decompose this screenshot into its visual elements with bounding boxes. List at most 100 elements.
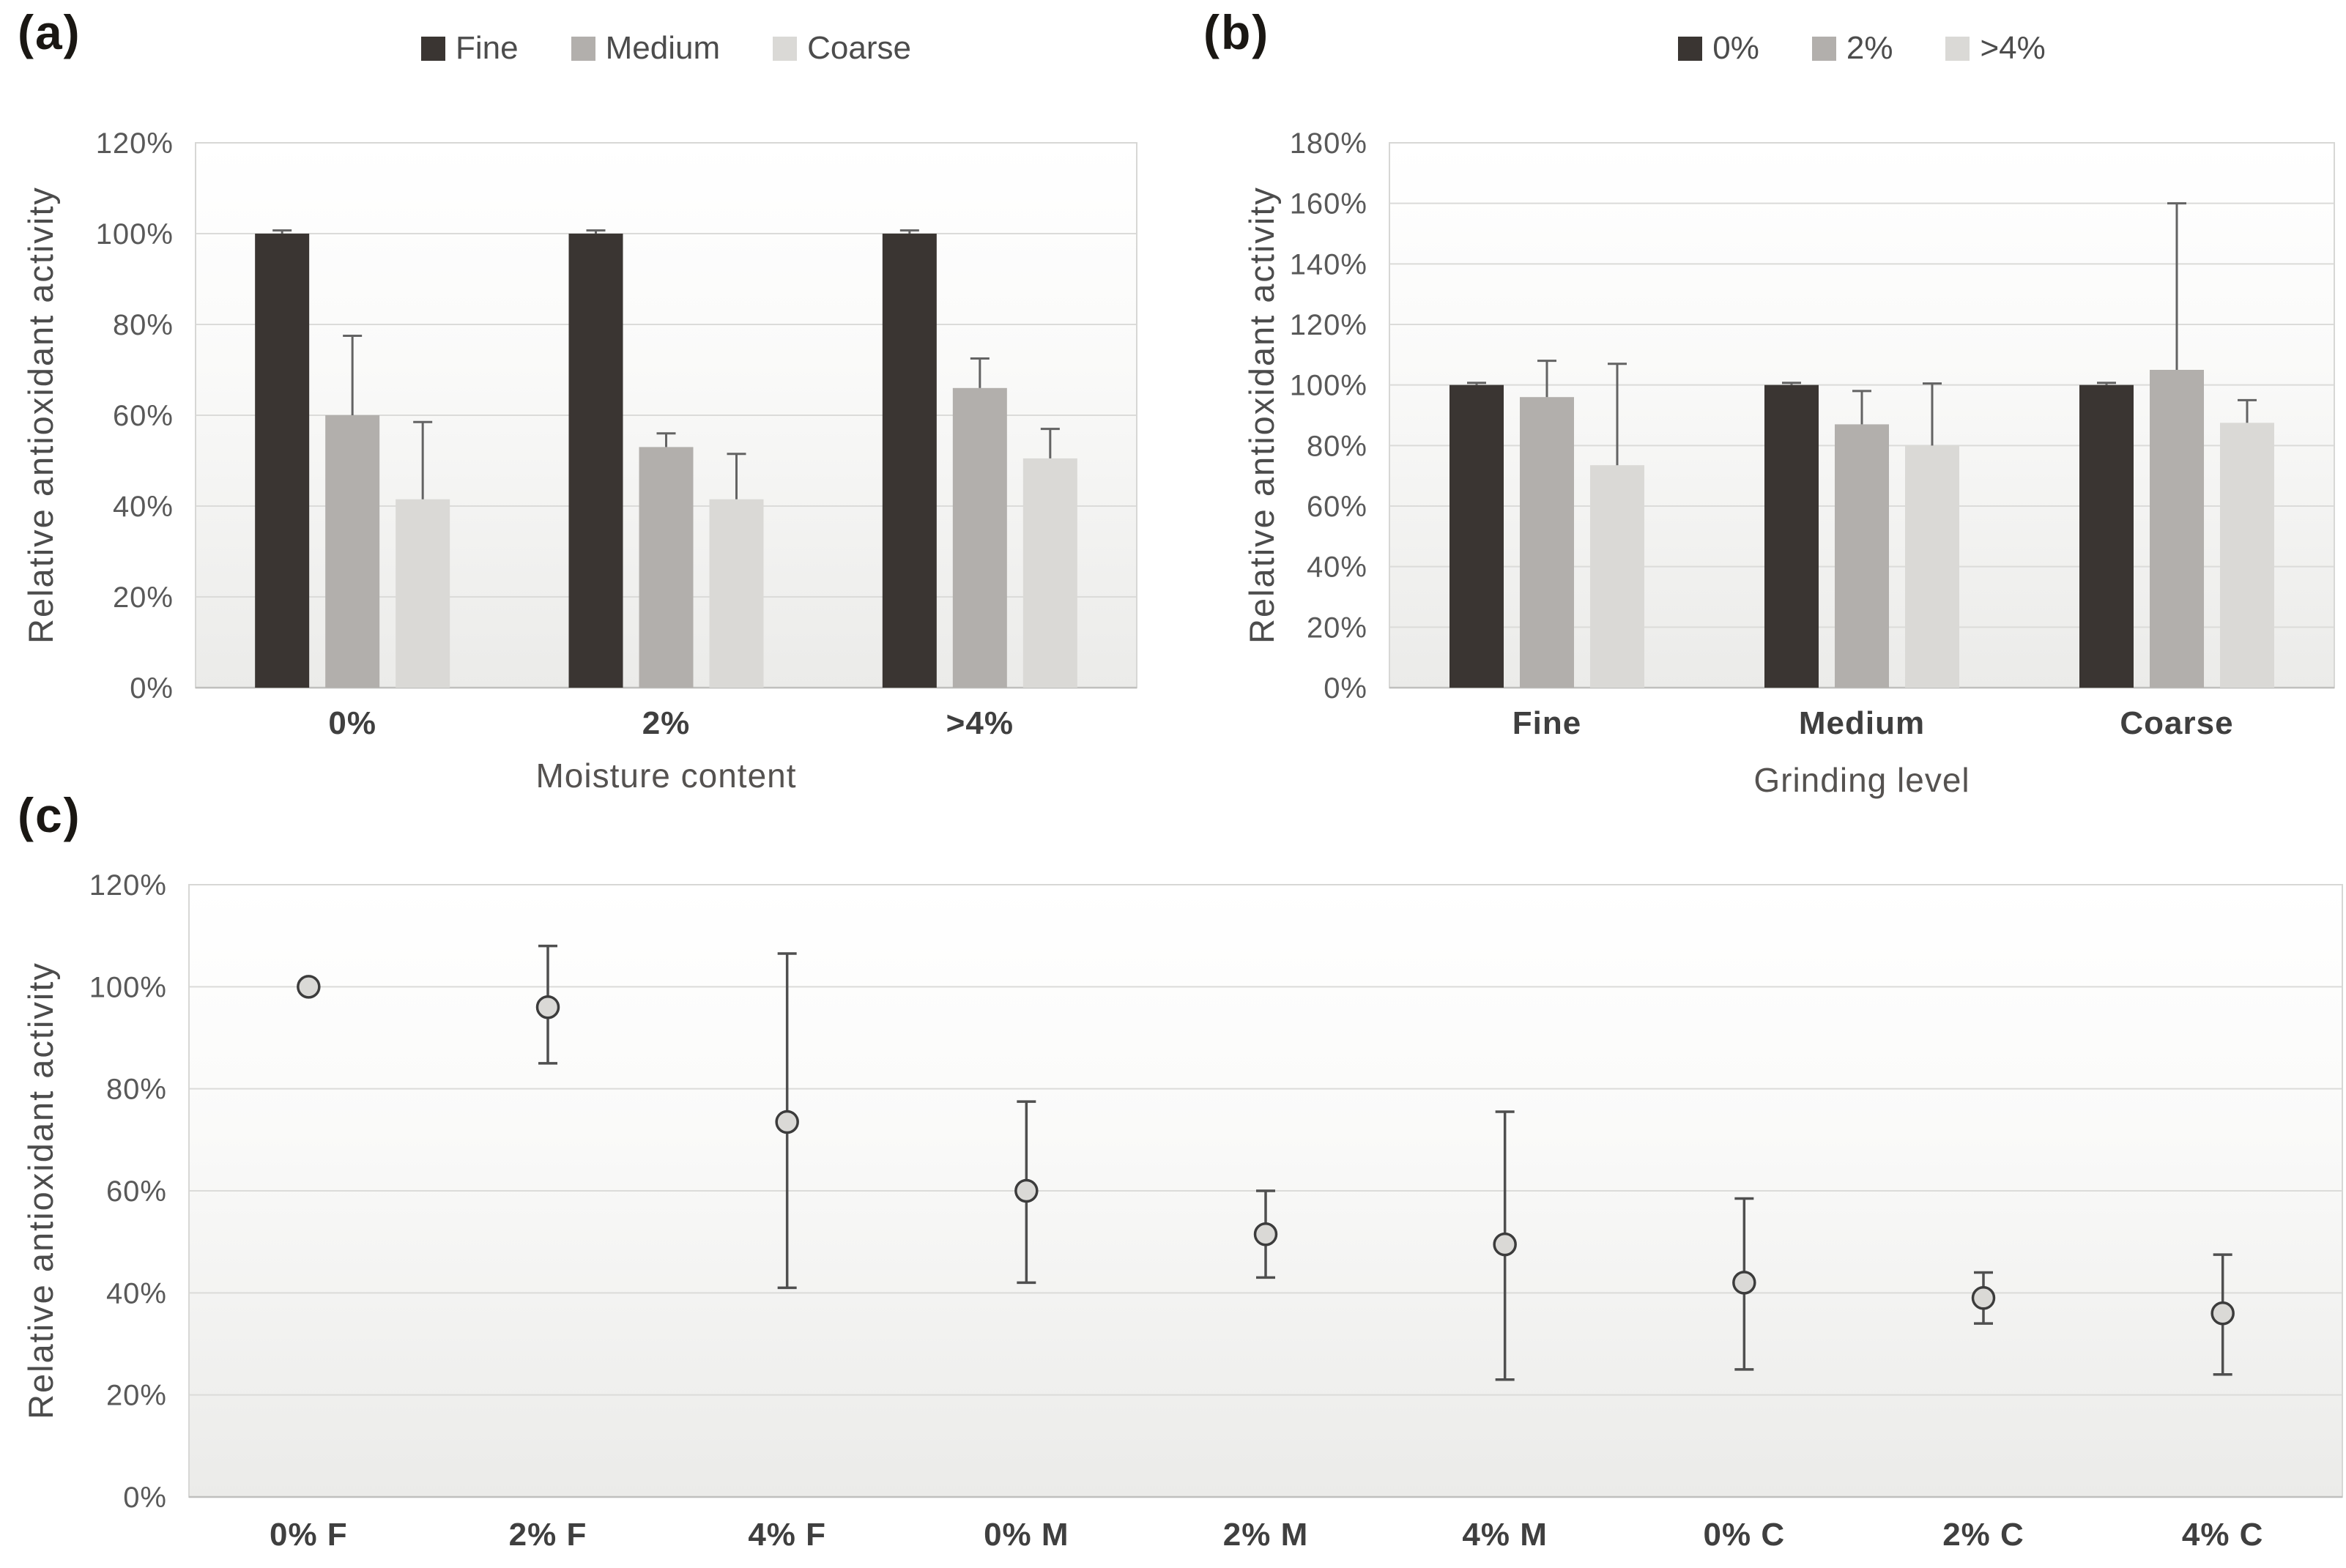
bar-2-0 — [1520, 397, 1574, 688]
x-category-label: 2% C — [1942, 1517, 2024, 1553]
bar-fine-1 — [568, 234, 623, 688]
panel-c-chart: 0% 20% 40% 60% 80% 100% 120% 0% F 2% F 4% F 0% M 2%… — [89, 869, 2343, 1553]
x-category-label: 4% M — [1462, 1517, 1547, 1553]
panel-b-x-axis-title: Grinding level — [1753, 761, 1970, 799]
legend-label: Fine — [456, 30, 519, 66]
x-category-label: Fine — [1512, 705, 1581, 741]
panel-a-chart: 0% 20% 40% 60% 80% 100% 120% 0% 2% >4% — [96, 127, 1137, 741]
x-category-label: Medium — [1799, 705, 1925, 741]
legend-item-0: 0% — [1678, 30, 1759, 67]
legend-swatch — [1811, 36, 1836, 61]
y-tick-label: 60% — [1307, 491, 1367, 523]
legend-swatch — [421, 36, 446, 61]
y-tick-label: 0% — [1324, 672, 1367, 705]
y-tick-label: 80% — [113, 309, 174, 341]
bar-medium-1 — [639, 447, 694, 688]
legend-label: Coarse — [807, 30, 911, 66]
legend-item-2: 2% — [1811, 30, 1893, 67]
y-tick-label: 100% — [96, 218, 174, 250]
y-tick-label: 40% — [113, 491, 174, 523]
y-tick-label: 120% — [1290, 309, 1367, 341]
bar-coarse-2 — [1022, 458, 1077, 688]
y-tick-label: 120% — [96, 127, 174, 160]
y-tick-label: 80% — [106, 1074, 167, 1106]
bar-0-2 — [2079, 384, 2134, 688]
y-tick-label: 180% — [1290, 127, 1367, 160]
data-point-2 — [775, 1110, 799, 1134]
bar-fine-0 — [255, 234, 310, 688]
panel-a-x-axis-title: Moisture content — [535, 757, 797, 795]
panel-b-y-axis-title: Relative antioxidant activity — [1242, 186, 1281, 644]
panel-a-legend: Fine Medium Coarse — [196, 29, 1137, 67]
x-category-label: 2% M — [1223, 1517, 1308, 1553]
x-category-label: 0% C — [1704, 1517, 1786, 1553]
x-category-label: 2% — [642, 705, 691, 741]
x-category-label: 0% F — [270, 1517, 348, 1553]
y-tick-label: 20% — [113, 582, 174, 614]
y-tick-label: 160% — [1290, 188, 1367, 220]
y-tick-label: 20% — [106, 1380, 167, 1412]
x-category-label: 0% — [328, 705, 376, 741]
legend-swatch — [1678, 36, 1703, 61]
y-tick-label: 40% — [106, 1277, 167, 1309]
bar-0-1 — [1764, 384, 1819, 688]
x-category-label: 4% C — [2182, 1517, 2264, 1553]
data-point-4 — [1253, 1222, 1278, 1246]
data-point-1 — [535, 995, 560, 1019]
panel-a: 0% 20% 40% 60% 80% 100% 120% 0% 2% >4% (a) Fine Me… — [0, 0, 1173, 795]
y-tick-label: 100% — [89, 971, 167, 1003]
bar-2-1 — [1835, 424, 1889, 688]
data-point-3 — [1014, 1178, 1039, 1203]
legend-label: 0% — [1712, 30, 1759, 66]
legend-label: Medium — [605, 30, 721, 66]
bar-fine-2 — [882, 234, 937, 688]
bar-medium-2 — [952, 387, 1007, 688]
panel-b-label: (b) — [1203, 5, 1270, 59]
legend-item-coarse: Coarse — [773, 30, 911, 67]
bar-coarse-1 — [709, 499, 764, 688]
x-category-label: Coarse — [2120, 705, 2233, 741]
y-tick-label: 100% — [1290, 370, 1367, 402]
legend-swatch — [1945, 36, 1970, 61]
y-tick-label: 60% — [106, 1175, 167, 1208]
panel-c-y-axis-title: Relative antioxidant activity — [21, 962, 60, 1420]
data-point-5 — [1493, 1232, 1517, 1257]
data-point-6 — [1732, 1271, 1756, 1295]
bar-coarse-0 — [396, 499, 450, 688]
legend-item-fine: Fine — [421, 30, 519, 67]
panel-b-chart: 0% 20% 40% 60% 80% 100% 120% 140% 160% 180% Fine Me… — [1290, 127, 2335, 741]
bar-4-1 — [1905, 445, 1959, 688]
panel-b: 0% 20% 40% 60% 80% 100% 120% 140% 160% 180% Fine Me… — [1173, 0, 2346, 799]
bar-4-0 — [1590, 465, 1644, 688]
x-category-label: 4% F — [748, 1517, 826, 1553]
legend-label: 2% — [1846, 30, 1893, 66]
data-point-7 — [1971, 1286, 1996, 1310]
y-tick-label: 20% — [1307, 612, 1367, 644]
bar-4-2 — [2220, 423, 2274, 688]
legend-item-4: >4% — [1945, 30, 2046, 67]
x-category-label: 0% M — [984, 1517, 1069, 1553]
y-tick-label: 140% — [1290, 248, 1367, 280]
legend-swatch — [773, 36, 798, 61]
panel-c-label: (c) — [18, 788, 81, 842]
bar-0-0 — [1449, 384, 1504, 688]
y-tick-label: 120% — [89, 869, 167, 902]
panel-a-y-axis-title: Relative antioxidant activity — [21, 186, 60, 644]
bar-2-2 — [2150, 370, 2204, 688]
y-tick-label: 0% — [130, 672, 174, 705]
legend-label: >4% — [1980, 30, 2046, 66]
x-category-label: 2% F — [509, 1517, 587, 1553]
legend-item-medium: Medium — [571, 30, 721, 67]
y-tick-label: 40% — [1307, 551, 1367, 584]
legend-swatch — [571, 36, 595, 61]
panel-c: 0% 20% 40% 60% 80% 100% 120% 0% F 2% F 4% F 0% M 2%… — [0, 787, 2346, 1568]
panel-a-label: (a) — [18, 5, 81, 59]
data-point-0 — [297, 975, 321, 999]
y-tick-label: 80% — [1307, 430, 1367, 462]
x-category-label: >4% — [946, 705, 1014, 741]
y-tick-label: 0% — [123, 1482, 167, 1514]
data-point-8 — [2210, 1301, 2235, 1326]
bar-medium-0 — [325, 415, 380, 688]
y-tick-label: 60% — [113, 400, 174, 432]
